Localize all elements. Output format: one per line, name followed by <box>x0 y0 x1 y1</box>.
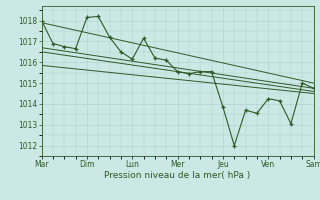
X-axis label: Pression niveau de la mer( hPa ): Pression niveau de la mer( hPa ) <box>104 171 251 180</box>
